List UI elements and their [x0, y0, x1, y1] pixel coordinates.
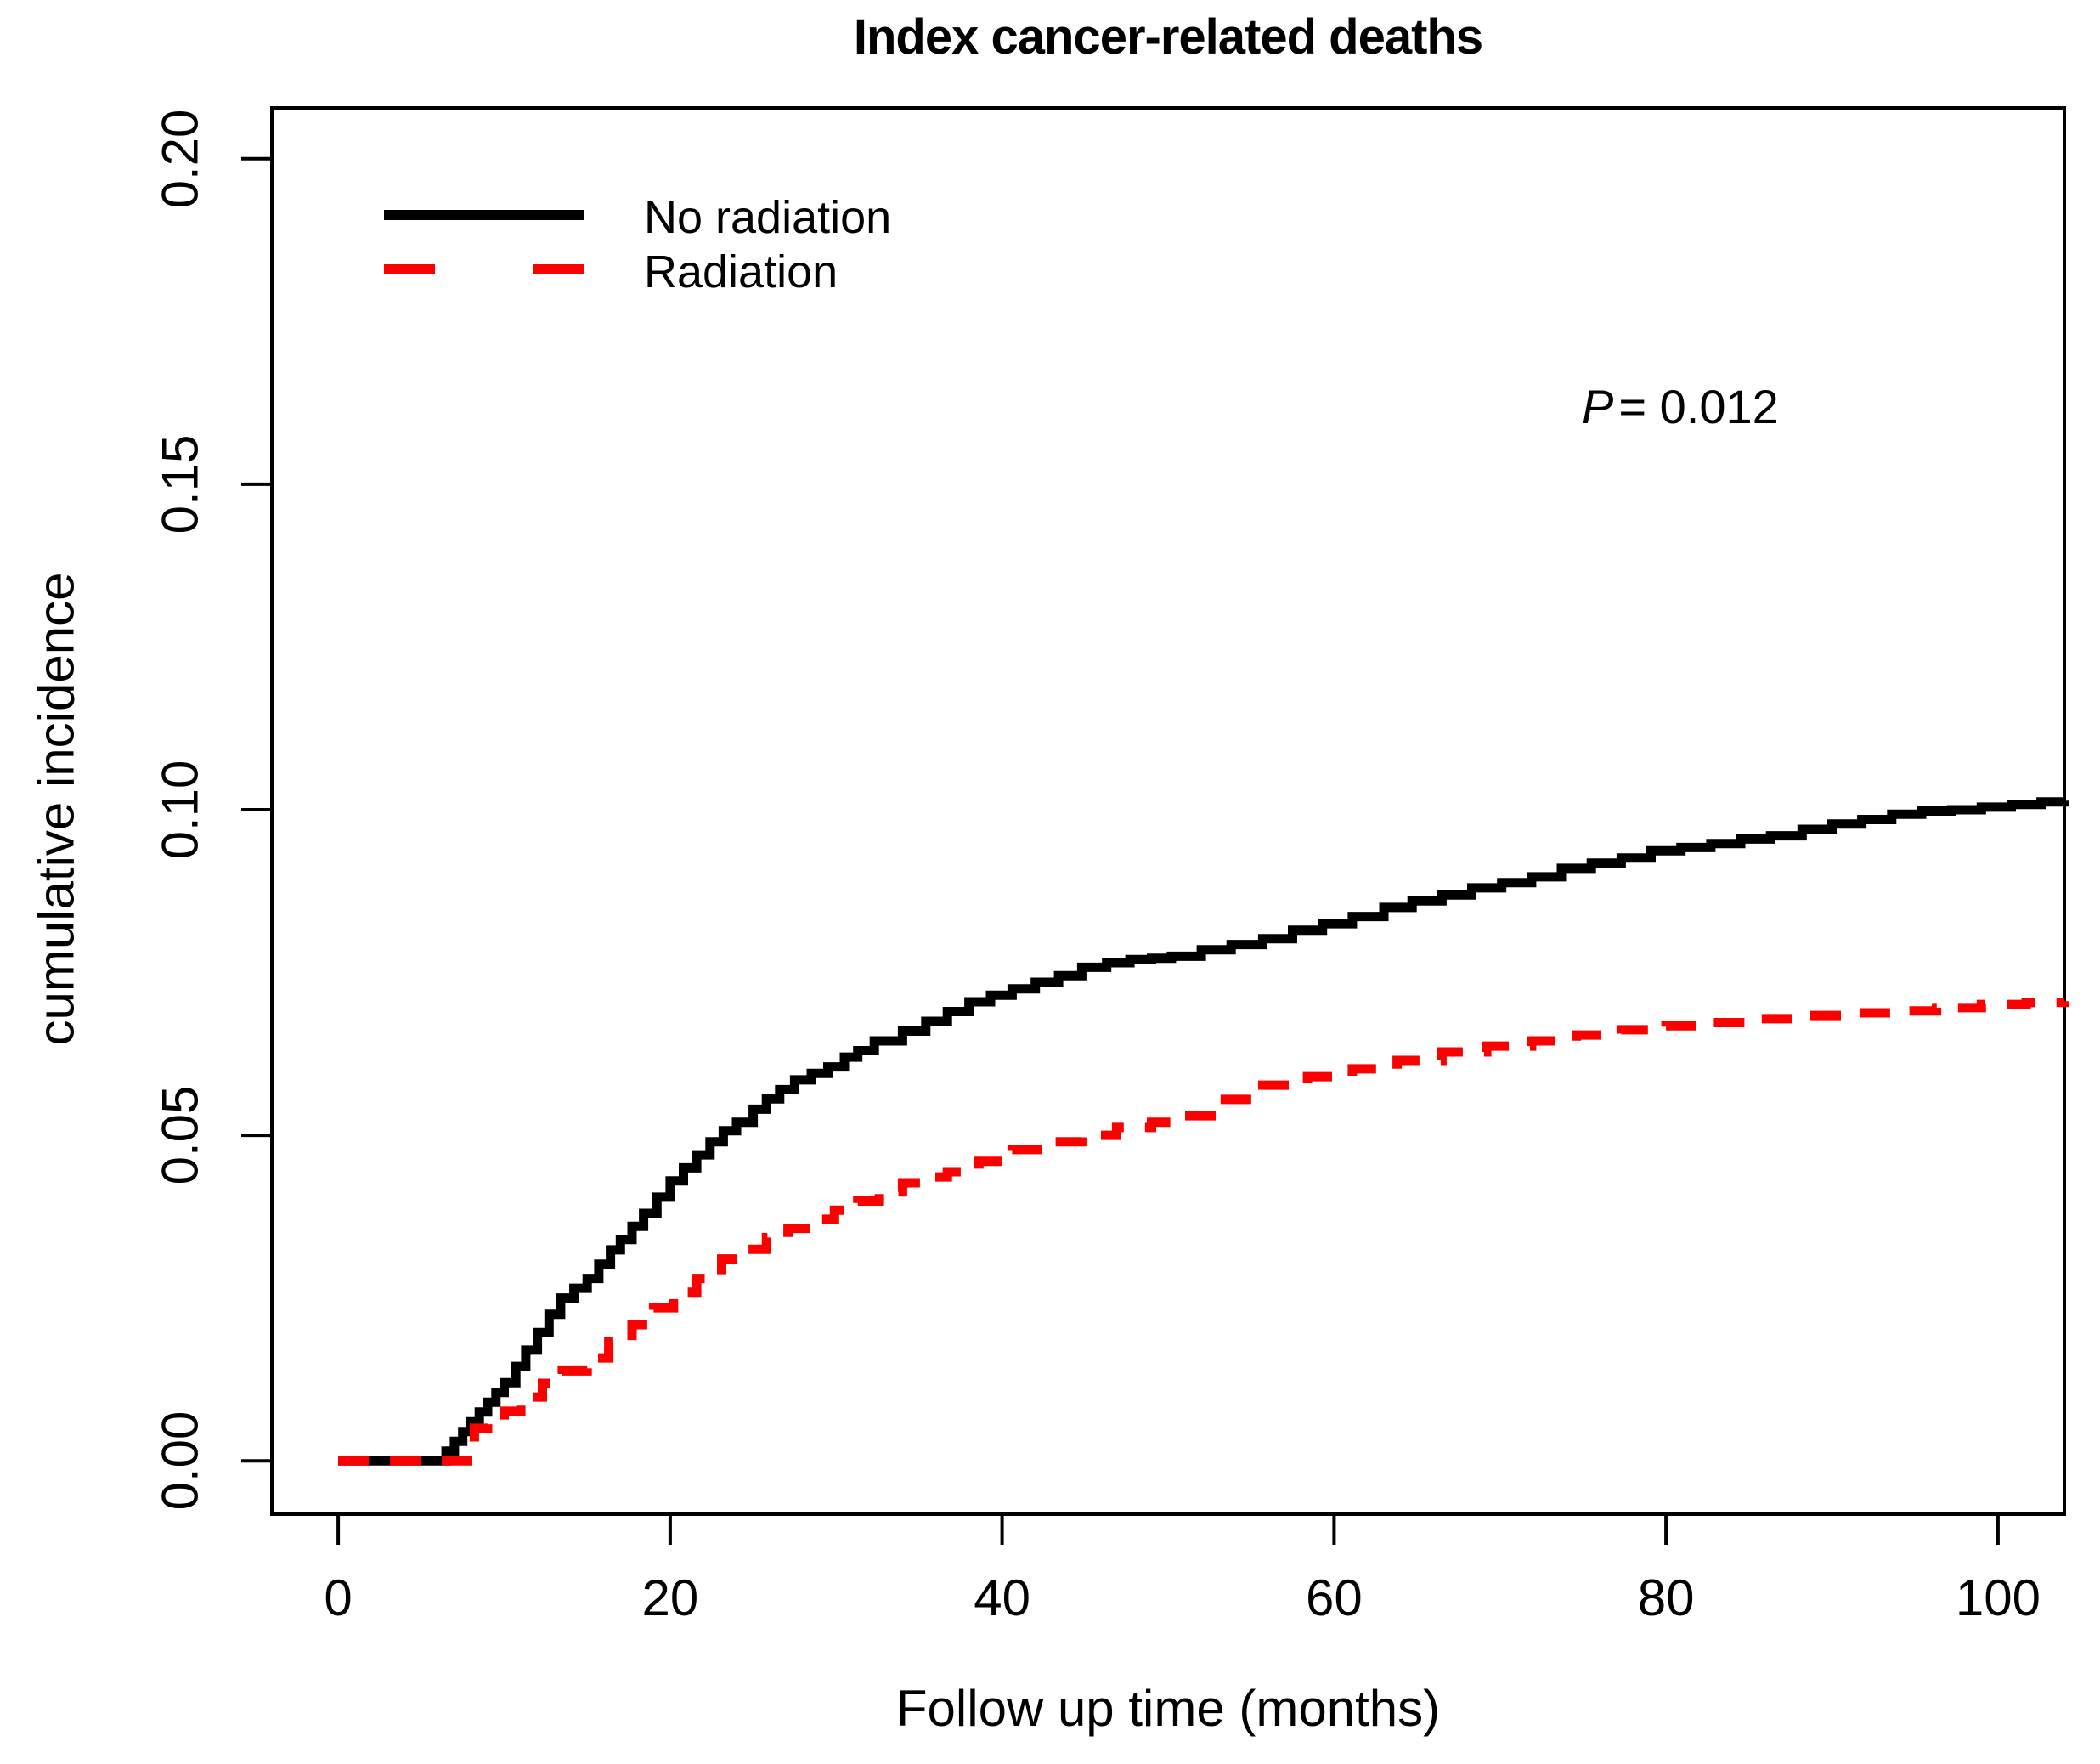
x-tick-label: 0	[324, 1569, 353, 1626]
y-tick-label: 0.05	[151, 1085, 209, 1185]
series-path-no-radiation	[338, 797, 2069, 1466]
y-tick-label: 0.15	[151, 434, 209, 534]
x-tick-label: 100	[1955, 1569, 2041, 1626]
y-tick-label: 0.10	[151, 760, 209, 860]
p-value-annotation: P = 0.012	[1582, 379, 1779, 434]
legend-label-radiation: Radiation	[644, 246, 838, 297]
p-value-text: = 0.012	[1618, 380, 1779, 433]
series-path-radiation	[338, 998, 2069, 1466]
y-tick-label: 0.00	[151, 1411, 209, 1511]
x-tick-label: 80	[1637, 1569, 1695, 1626]
plot-border	[270, 106, 2066, 1516]
x-tick-label: 60	[1306, 1569, 1363, 1626]
y-tick-label: 0.20	[151, 109, 209, 209]
x-axis-title: Follow up time (months)	[895, 1680, 1441, 1737]
x-tick-label: 40	[974, 1569, 1030, 1626]
chart-title: Index cancer-related deaths	[853, 9, 1483, 65]
p-value-symbol: P	[1582, 380, 1614, 433]
legend-label-no-radiation: No radiation	[644, 192, 892, 243]
x-tick-label: 20	[641, 1569, 699, 1626]
